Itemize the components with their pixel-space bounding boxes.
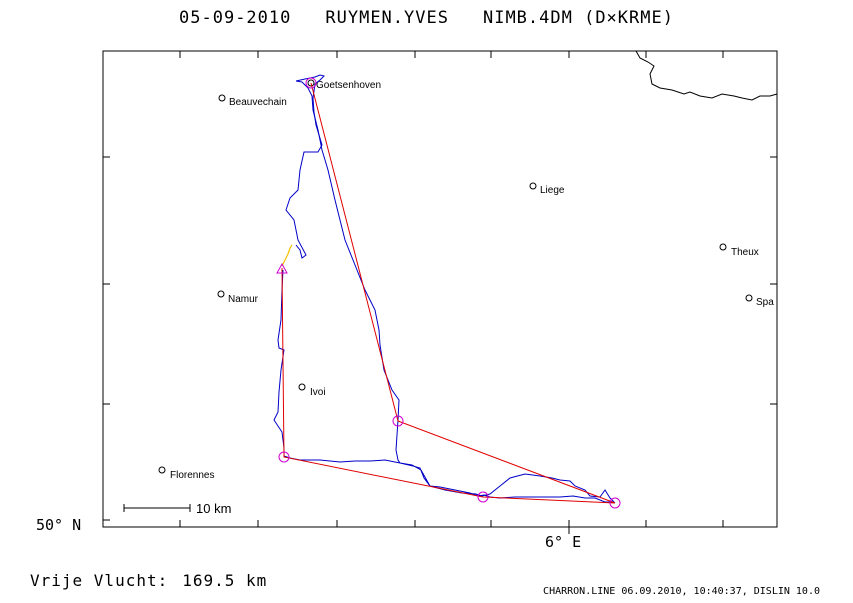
town-label-goetsenhoven: Goetsenhoven — [316, 80, 381, 91]
town-marker-goetsenhoven — [307, 79, 315, 87]
task-line — [281, 82, 616, 504]
page-title: 05-09-2010 RUYMEN.YVES NIMB.4DM (D×KRME) — [0, 8, 853, 28]
town-markers — [158, 79, 753, 474]
distance-label: Vrije Vlucht: — [30, 571, 169, 590]
town-marker-ivoi — [298, 383, 306, 391]
takeoff-segment — [281, 244, 293, 267]
country-border — [635, 50, 778, 101]
turnpoint-3 — [609, 497, 621, 509]
longitude-label: 6° E — [545, 533, 582, 551]
town-marker-spa — [745, 294, 753, 302]
town-label-namur: Namur — [228, 294, 259, 305]
turnpoints — [278, 77, 621, 509]
map-frame — [102, 50, 778, 528]
town-label-spa: Spa — [756, 297, 774, 308]
distance-value: 169.5 km — [182, 571, 268, 590]
town-label-florennes: Florennes — [170, 470, 214, 481]
flight-date: 05-09-2010 — [179, 8, 292, 28]
scale-bar-label: 10 km — [196, 501, 231, 516]
town-marker-namur — [217, 290, 225, 298]
frame-ticks — [103, 51, 777, 534]
gps-track-north — [285, 74, 325, 259]
town-marker-beauvechain — [218, 94, 226, 102]
latitude-label: 50° N — [36, 516, 82, 534]
pilot-name: RUYMEN.YVES — [325, 8, 449, 28]
turnpoint-5 — [305, 77, 317, 89]
town-marker-liege — [529, 182, 537, 190]
distance-readout: Vrije Vlucht: 169.5 km — [30, 571, 267, 590]
town-label-beauvechain: Beauvechain — [229, 97, 287, 108]
town-marker-theux — [719, 243, 727, 251]
town-marker-florennes — [158, 466, 166, 474]
glider-type: NIMB.4DM (D×KRME) — [482, 8, 674, 28]
scale-bar — [123, 504, 191, 512]
turnpoint-1 — [278, 451, 290, 463]
turnpoint-2 — [477, 491, 489, 503]
town-label-ivoi: Ivoi — [310, 387, 326, 398]
turnpoint-4 — [392, 415, 404, 427]
town-label-theux: Theux — [731, 247, 759, 258]
footer-stamp: CHARRON.LINE 06.09.2010, 10:40:37, DISLI… — [543, 586, 820, 597]
start-marker — [276, 262, 288, 274]
town-label-liege: Liege — [540, 185, 565, 196]
